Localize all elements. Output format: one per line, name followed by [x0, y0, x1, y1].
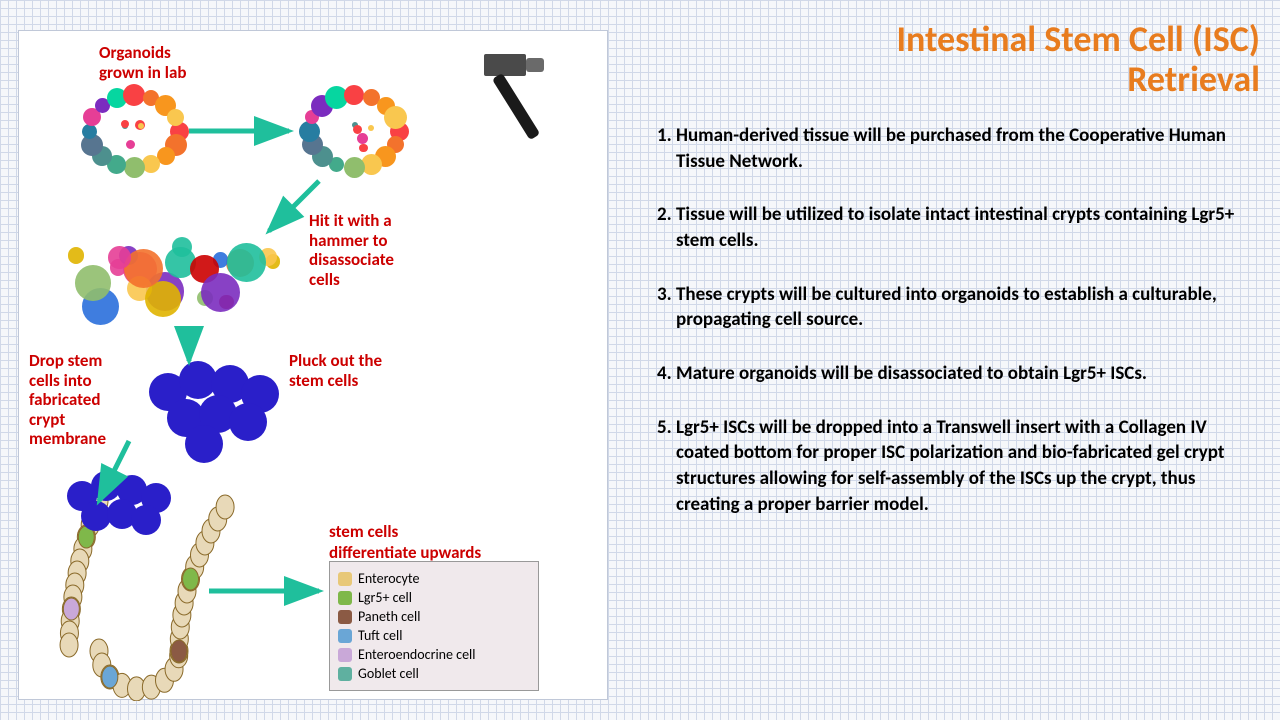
- legend-label: Paneth cell: [358, 608, 420, 625]
- legend-item: Paneth cell: [338, 608, 530, 625]
- label-drop: Drop stem cells into fabricated crypt me…: [29, 351, 106, 449]
- legend-label: Tuft cell: [358, 627, 402, 644]
- text-panel: Intestinal Stem Cell (ISC) Retrieval Hum…: [640, 20, 1260, 545]
- hammer-icon: [429, 46, 579, 161]
- step-item: Human-derived tissue will be purchased f…: [676, 123, 1260, 174]
- legend-swatch: [338, 629, 352, 643]
- organoid-ring-1: [79, 86, 189, 176]
- organoid-ring-2: [299, 86, 409, 176]
- legend-item: Tuft cell: [338, 627, 530, 644]
- legend-item: Lgr5+ cell: [338, 589, 530, 606]
- legend-label: Lgr5+ cell: [358, 589, 412, 606]
- legend-swatch: [338, 572, 352, 586]
- legend-swatch: [338, 591, 352, 605]
- title-line-1: Intestinal Stem Cell (ISC): [896, 17, 1260, 61]
- diagram-panel: Organoids grown in lab Hit it with a ham…: [18, 30, 608, 700]
- step-item: Lgr5+ ISCs will be dropped into a Transw…: [676, 415, 1260, 518]
- label-pluck: Pluck out the stem cells: [289, 351, 382, 390]
- step-item: Mature organoids will be disassociated t…: [676, 361, 1260, 387]
- cell-legend: Enterocyte Lgr5+ cell Paneth cell Tuft cell…: [329, 561, 539, 691]
- step-item: Tissue will be utilized to isolate intac…: [676, 202, 1260, 253]
- legend-item: Enteroendocrine cell: [338, 646, 530, 663]
- step-item: These crypts will be cultured into organ…: [676, 282, 1260, 333]
- legend-label: Enteroendocrine cell: [358, 646, 475, 663]
- legend-item: Goblet cell: [338, 665, 530, 682]
- legend-swatch: [338, 610, 352, 624]
- steps-list: Human-derived tissue will be purchased f…: [640, 123, 1260, 517]
- title-line-2: Retrieval: [1127, 57, 1260, 101]
- legend-label: Goblet cell: [358, 665, 419, 682]
- page-title: Intestinal Stem Cell (ISC) Retrieval: [640, 20, 1260, 99]
- legend-label: Enterocyte: [358, 570, 419, 587]
- label-differentiate: stem cells differentiate upwards: [329, 521, 481, 563]
- label-hammer: Hit it with a hammer to disassociate cel…: [309, 211, 394, 289]
- legend-swatch: [338, 648, 352, 662]
- label-organoids: Organoids grown in lab: [99, 43, 186, 82]
- scattered-cells: [49, 221, 289, 321]
- legend-swatch: [338, 667, 352, 681]
- legend-item: Enterocyte: [338, 570, 530, 587]
